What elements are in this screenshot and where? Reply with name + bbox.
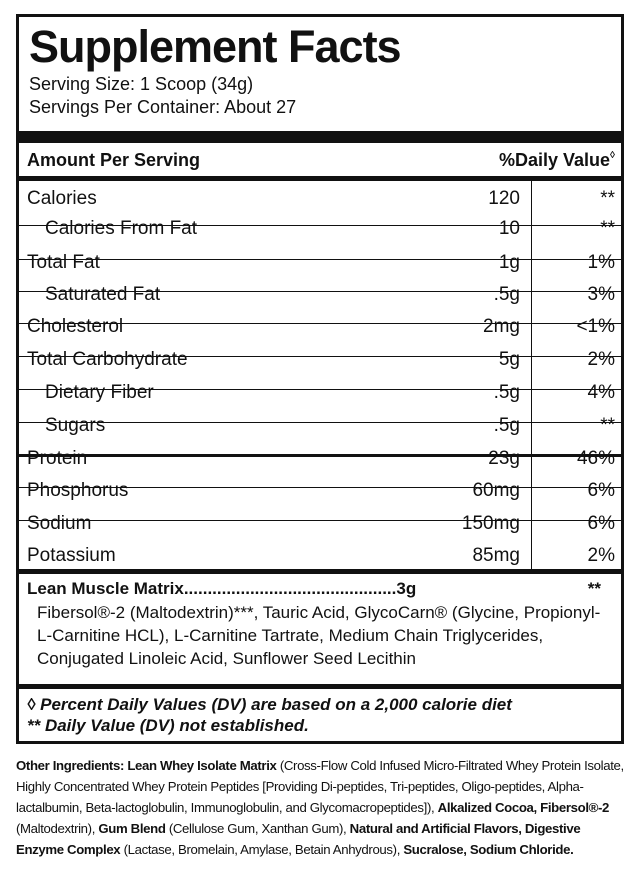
footnote-percent-dv: ◊ Percent Daily Values (DV) are based on… xyxy=(27,695,512,714)
ingredient-bold-text: Gum Blend xyxy=(98,821,166,836)
daily-value-label: %Daily Value◊ xyxy=(498,150,615,170)
row-divider xyxy=(19,520,621,521)
row-divider xyxy=(19,323,621,324)
nutrient-amount: 23g xyxy=(488,448,520,469)
nutrient-amount: 5g xyxy=(498,349,520,370)
ingredient-text: (Cross-Flow Cold Infused Micro-Filtrated… xyxy=(16,758,624,815)
supplement-facts-panel: Supplement Facts Serving Size: 1 Scoop (… xyxy=(16,14,624,744)
nutrient-name: Dietary Fiber xyxy=(45,382,154,403)
nutrient-name: Potassium xyxy=(27,545,116,566)
nutrient-amount: .5g xyxy=(493,284,520,305)
row-divider xyxy=(19,422,621,423)
nutrient-daily-value: ** xyxy=(600,218,615,239)
nutrient-daily-value: ** xyxy=(600,415,615,436)
title-block: Supplement Facts Serving Size: 1 Scoop (… xyxy=(29,21,611,119)
nutrient-name: Sodium xyxy=(27,513,92,534)
nutrient-daily-value: ** xyxy=(600,188,615,209)
nutrient-amount: 150mg xyxy=(461,513,520,534)
ingredient-bold-text: Lean Whey Isolate Matrix xyxy=(127,758,277,773)
matrix-dv: ** xyxy=(587,579,601,598)
diamond-icon: ◊ xyxy=(610,150,615,161)
nutrient-amount: 10 xyxy=(498,218,520,239)
nutrient-amount: .5g xyxy=(493,415,520,436)
nutrient-name: Saturated Fat xyxy=(45,284,161,305)
row-divider xyxy=(19,356,621,357)
footnote-dv-not-established: ** Daily Value (DV) not established. xyxy=(27,716,309,735)
serving-size: Serving Size: 1 Scoop (34g) xyxy=(29,74,254,94)
nutrient-daily-value: 2% xyxy=(587,349,615,370)
row-divider xyxy=(19,291,621,292)
matrix-heading: Lean Muscle Matrix......................… xyxy=(27,579,417,598)
nutrient-amount: 85mg xyxy=(472,545,520,566)
ingredient-text: (Cellulose Gum, Xanthan Gum), xyxy=(165,821,350,836)
nutrient-name: Calories From Fat xyxy=(45,218,198,239)
nutrient-daily-value: 2% xyxy=(587,545,615,566)
other-ingredients: Other Ingredients: Lean Whey Isolate Mat… xyxy=(16,755,626,860)
thick-divider-header xyxy=(19,176,621,181)
nutrient-name: Sugars xyxy=(45,415,106,436)
thick-divider-top xyxy=(19,131,621,143)
column-separator xyxy=(531,181,532,569)
amount-per-serving-label: Amount Per Serving xyxy=(27,150,201,170)
nutrient-name: Calories xyxy=(27,188,97,209)
ingredient-bold-text: Sucralose, Sodium Chloride. xyxy=(403,842,574,857)
ingredient-text: (Lactase, Bromelain, Amylase, Betain Anh… xyxy=(120,842,404,857)
nutrient-daily-value: 6% xyxy=(587,513,615,534)
ingredient-bold-text: Alkalized Cocoa, Fibersol®-2 xyxy=(437,800,610,815)
row-divider xyxy=(19,389,621,390)
row-divider xyxy=(19,225,621,226)
lean-muscle-matrix-row: Lean Muscle Matrix......................… xyxy=(27,579,615,599)
matrix-ingredients: Fibersol®-2 (Maltodextrin)***, Tauric Ac… xyxy=(37,603,601,668)
nutrient-name: Total Fat xyxy=(27,252,100,273)
nutrient-daily-value: 46% xyxy=(576,448,615,469)
nutrient-amount: .5g xyxy=(493,382,520,403)
thick-divider-footnote xyxy=(19,684,621,689)
nutrient-daily-value: <1% xyxy=(576,316,615,337)
medium-divider xyxy=(19,454,621,457)
row-divider xyxy=(19,487,621,488)
nutrient-daily-value: 4% xyxy=(587,382,615,403)
nutrient-name: Total Carbohydrate xyxy=(27,349,188,370)
nutrient-daily-value: 6% xyxy=(587,480,615,501)
ingredient-bold-text: Other Ingredients: xyxy=(16,758,128,773)
servings-per-container: Servings Per Container: About 27 xyxy=(29,97,297,117)
row-divider xyxy=(19,259,621,260)
nutrient-daily-value: 1% xyxy=(587,252,615,273)
nutrient-amount: 1g xyxy=(498,252,520,273)
ingredient-bold-text: Natural and Artificial Flavors, Digestiv… xyxy=(16,821,581,857)
nutrient-amount: 120 xyxy=(488,188,520,209)
nutrient-daily-value: 3% xyxy=(587,284,615,305)
nutrient-amount: 60mg xyxy=(472,480,520,501)
ingredient-text: (Maltodextrin), xyxy=(16,821,99,836)
nutrient-name: Cholesterol xyxy=(27,316,124,337)
footnotes: ◊ Percent Daily Values (DV) are based on… xyxy=(27,694,615,736)
thick-divider-matrix xyxy=(19,569,621,574)
nutrient-name: Phosphorus xyxy=(27,480,129,501)
panel-title: Supplement Facts xyxy=(29,21,402,72)
nutrient-name: Protein xyxy=(27,448,88,469)
nutrient-amount: 2mg xyxy=(483,316,520,337)
